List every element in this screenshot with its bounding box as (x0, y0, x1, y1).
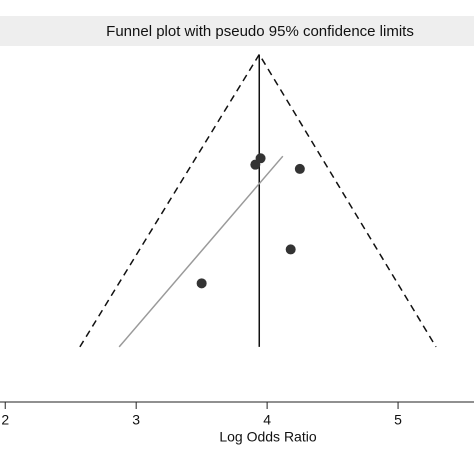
x-tick-label: 2 (1, 412, 9, 428)
chart-title: Funnel plot with pseudo 95% confidence l… (106, 23, 414, 40)
reference-line (79, 53, 437, 348)
data-point (294, 163, 305, 174)
x-tick-label: 5 (394, 412, 402, 428)
x-axis-label: Log Odds Ratio (219, 429, 316, 445)
data-point (255, 153, 266, 164)
data-point (285, 244, 296, 255)
reference-line (118, 155, 284, 348)
title-band (0, 16, 474, 46)
data-point (196, 278, 207, 289)
x-tick-label: 3 (132, 412, 140, 428)
x-tick-label: 4 (263, 412, 271, 428)
